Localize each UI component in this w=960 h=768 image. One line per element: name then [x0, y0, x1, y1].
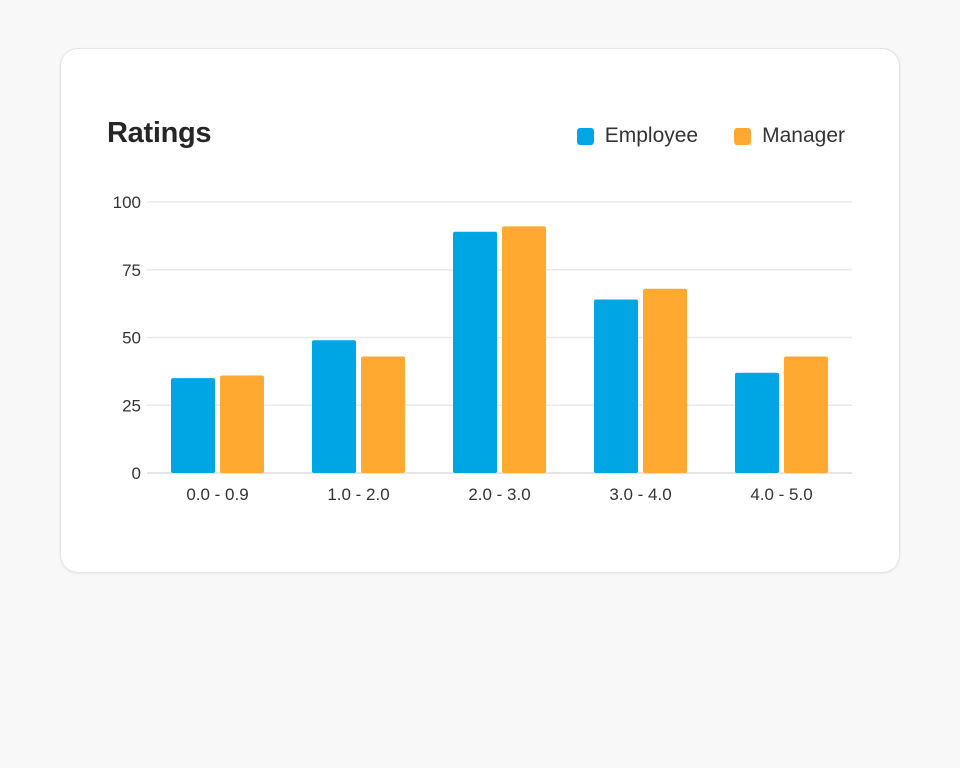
ratings-card: Ratings Employee Manager 0 25 50 75 100 0.0 -…: [60, 48, 900, 573]
legend-swatch-employee: [576, 127, 594, 145]
x-tick-label: 2.0 - 3.0: [468, 485, 530, 504]
bar-employee-0[interactable]: [171, 378, 215, 473]
legend-item-employee[interactable]: Employee: [576, 124, 699, 148]
x-tick-label: 3.0 - 4.0: [609, 485, 671, 504]
legend-label-employee: Employee: [604, 124, 699, 147]
bar-employee-3[interactable]: [594, 299, 638, 473]
y-tick-label: 100: [113, 193, 141, 212]
chart-title: Ratings: [107, 117, 212, 149]
y-tick-label: 75: [122, 261, 141, 280]
y-tick-label: 0: [132, 464, 141, 483]
bar-manager-3[interactable]: [643, 288, 687, 473]
legend-item-manager[interactable]: Manager: [734, 124, 845, 148]
chart-legend: Employee Manager: [541, 124, 845, 148]
x-tick-label: 4.0 - 5.0: [750, 485, 812, 504]
bar-employee-2[interactable]: [453, 231, 497, 473]
x-tick-label: 1.0 - 2.0: [327, 485, 389, 504]
y-tick-label: 50: [122, 329, 141, 348]
y-tick-label: 25: [122, 396, 141, 415]
bar-employee-1[interactable]: [312, 340, 356, 473]
bar-manager-4[interactable]: [784, 356, 828, 473]
bar-chart: 0 25 50 75 100 0.0 - 0.9 1.0 - 2.0 2.0 - 3.0 3.0…: [113, 193, 852, 504]
bar-manager-1[interactable]: [361, 356, 405, 473]
bar-manager-2[interactable]: [502, 226, 546, 473]
legend-swatch-manager: [734, 127, 752, 145]
bar-employee-4[interactable]: [735, 372, 779, 473]
x-tick-label: 0.0 - 0.9: [186, 485, 248, 504]
bar-manager-0[interactable]: [220, 375, 264, 473]
legend-label-manager: Manager: [762, 124, 845, 147]
